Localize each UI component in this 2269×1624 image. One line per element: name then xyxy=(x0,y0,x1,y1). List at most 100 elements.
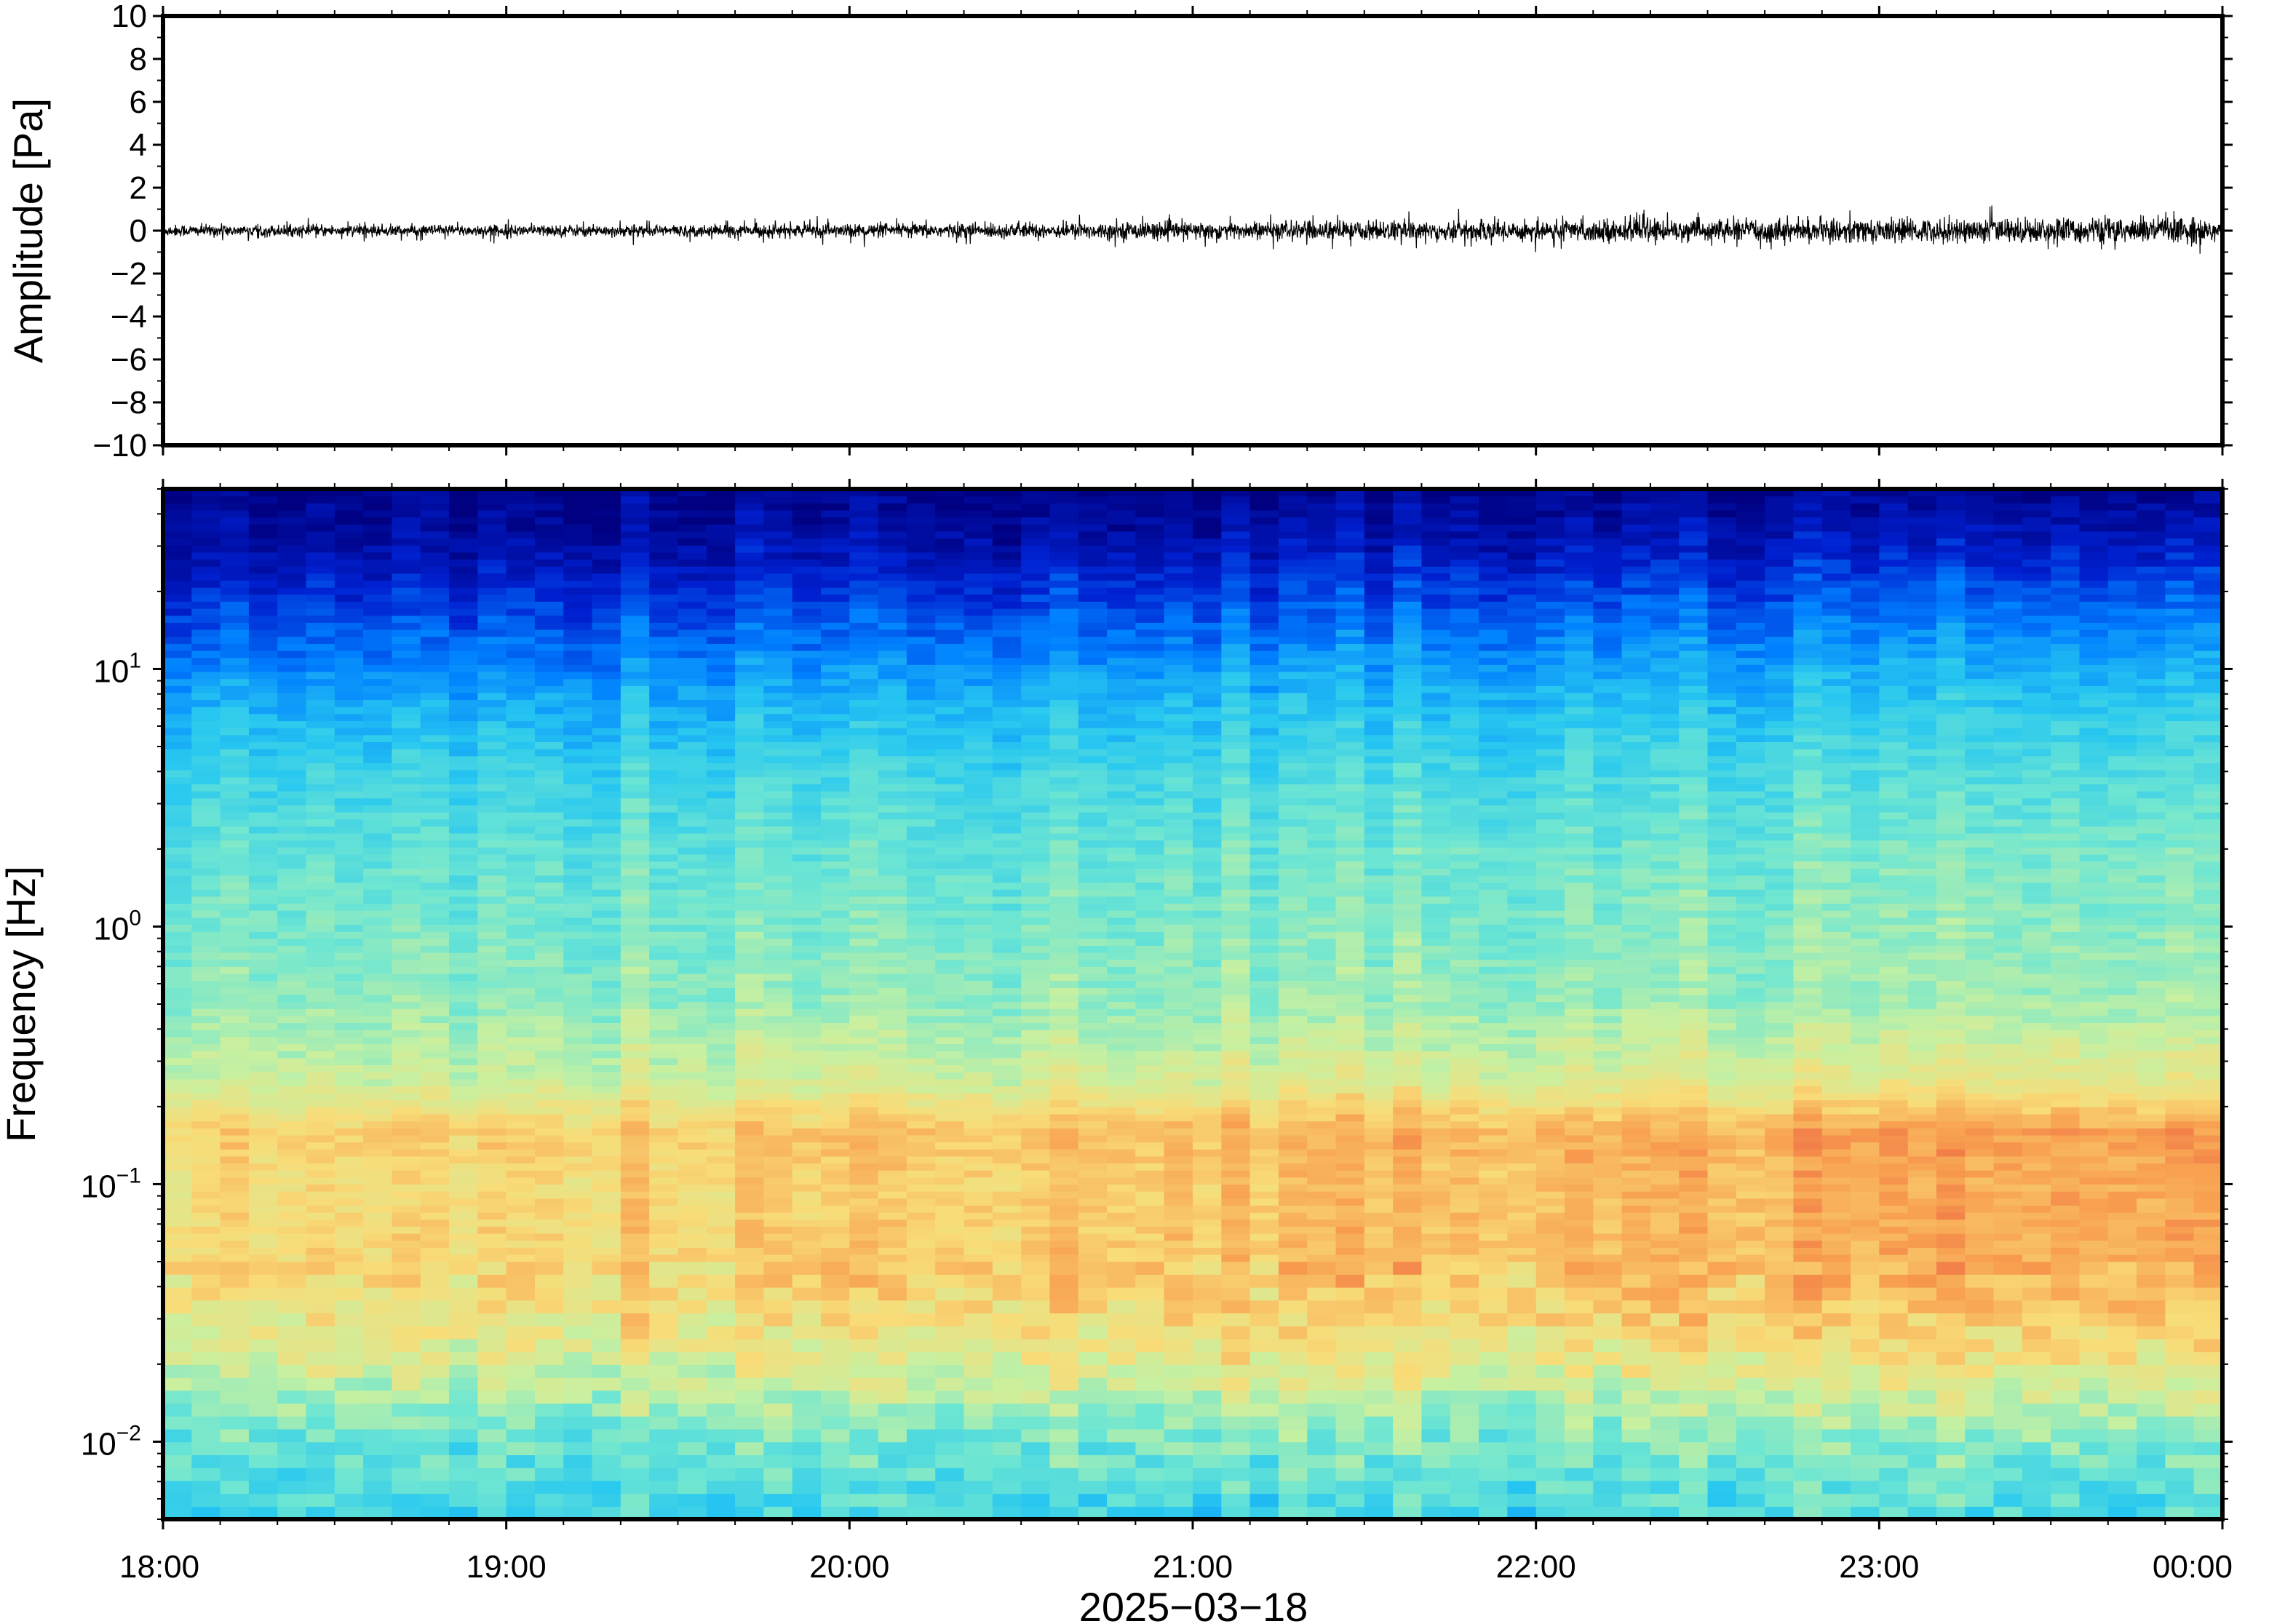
spectrogram-cell xyxy=(677,784,707,792)
spectrogram-cell xyxy=(1021,924,1051,932)
spectrogram-cell xyxy=(1135,1093,1165,1101)
spectrogram-cell xyxy=(191,1022,221,1030)
spectrogram-cell xyxy=(706,1128,736,1136)
spectrogram-cell xyxy=(334,517,364,525)
spectrogram-cell xyxy=(477,728,507,736)
spectrogram-cell xyxy=(1221,1043,1251,1051)
spectrogram-cell xyxy=(1021,1468,1051,1481)
spectrogram-cell xyxy=(220,559,250,567)
spectrogram-cell xyxy=(878,770,907,778)
spectrogram-cell xyxy=(248,489,278,497)
spectrogram-cell xyxy=(248,861,278,869)
spectrogram-cell xyxy=(191,1468,221,1481)
spectrogram-cell xyxy=(992,861,1022,869)
spectrogram-cell xyxy=(649,832,679,841)
spectrogram-cell xyxy=(1107,1121,1136,1129)
spectrogram-cell xyxy=(1049,671,1079,680)
spectrogram-cell xyxy=(1164,1454,1193,1468)
spectrogram-cell xyxy=(906,1093,936,1101)
spectrogram-cell xyxy=(277,1107,307,1115)
spectrogram-cell xyxy=(1164,489,1193,497)
spectrogram-cell xyxy=(1135,952,1165,960)
spectrogram-cell xyxy=(735,1441,765,1456)
spectrogram-cell xyxy=(563,791,593,799)
spectrogram-cell xyxy=(506,994,536,1003)
spectrogram-cell xyxy=(1164,657,1193,665)
spectrogram-cell xyxy=(1049,1299,1079,1314)
spectrogram-cell xyxy=(992,1274,1022,1288)
spectrogram-cell xyxy=(420,840,450,848)
spectrogram-cell xyxy=(1221,1134,1251,1143)
spectrogram-cell xyxy=(220,966,250,974)
spectrogram-cell xyxy=(248,643,278,651)
spectrogram-cell xyxy=(649,1390,679,1404)
spectrogram-cell xyxy=(277,1351,307,1365)
spectrogram-cell xyxy=(735,615,765,623)
spectrogram-cell xyxy=(649,552,679,560)
spectrogram-cell xyxy=(849,1441,879,1456)
spectrogram-cell xyxy=(506,811,536,820)
spectrogram-cell xyxy=(1049,896,1079,904)
spectrogram-cell xyxy=(449,889,478,897)
spectrogram-cell xyxy=(392,1072,421,1080)
spectrogram-cell xyxy=(334,489,364,497)
spectrogram-cell xyxy=(420,832,450,841)
spectrogram-cell xyxy=(1107,749,1136,757)
spectrogram-cell xyxy=(620,938,650,946)
spectrogram-cell xyxy=(1164,601,1193,609)
spectrogram-cell xyxy=(677,1428,707,1443)
spectrogram-cell xyxy=(763,657,793,665)
spectrogram-cell xyxy=(220,791,250,799)
spectrogram-cell xyxy=(306,861,335,869)
spectrogram-cell xyxy=(248,1247,278,1255)
spectrogram-cell xyxy=(849,1506,879,1520)
spectrogram-cell xyxy=(592,524,621,532)
spectrogram-cell xyxy=(963,1390,993,1404)
spectrogram-cell xyxy=(1049,678,1079,686)
spectrogram-cell xyxy=(735,1008,765,1016)
spectrogram-cell xyxy=(563,1299,593,1314)
spectrogram-cell xyxy=(706,566,736,574)
spectrogram-cell xyxy=(592,650,621,658)
spectrogram-cell xyxy=(477,861,507,869)
spectrogram-cell xyxy=(1193,650,1222,658)
spectrogram-cell xyxy=(649,1170,679,1178)
spectrogram-cell xyxy=(763,749,793,757)
spectrogram-cell xyxy=(1135,1163,1165,1171)
spectrogram-cell xyxy=(1193,503,1222,511)
spectrogram-cell xyxy=(363,1338,393,1353)
spectrogram-cell xyxy=(649,530,679,539)
spectrogram-cell xyxy=(592,1287,621,1301)
spectrogram-cell xyxy=(1078,636,1108,644)
spectrogram-cell xyxy=(563,1338,593,1353)
spectrogram-cell xyxy=(277,692,307,701)
spectrogram-cell xyxy=(392,875,421,883)
spectrogram-cell xyxy=(392,1299,421,1314)
spectrogram-cell xyxy=(506,517,536,525)
spectrogram-cell xyxy=(534,1057,564,1065)
spectrogram-cell xyxy=(1049,601,1079,609)
spectrogram-cell xyxy=(849,1128,879,1136)
spectrogram-cell xyxy=(563,1313,593,1326)
spectrogram-cell xyxy=(534,552,564,560)
spectrogram-cell xyxy=(792,811,822,820)
spectrogram-cell xyxy=(792,1191,822,1199)
spectrogram-cell xyxy=(306,1493,335,1507)
spectrogram-cell xyxy=(1021,587,1051,595)
spectrogram-cell xyxy=(1135,643,1165,651)
spectrogram-cell xyxy=(735,1287,765,1301)
spectrogram-cell xyxy=(477,1107,507,1115)
spectrogram-cell xyxy=(420,524,450,532)
spectrogram-cell xyxy=(1049,853,1079,862)
spectrogram-cell xyxy=(163,889,192,897)
spectrogram-cell xyxy=(1164,587,1193,595)
spectrogram-cell xyxy=(1107,931,1136,939)
spectrogram-cell xyxy=(792,706,822,715)
spectrogram-cell xyxy=(363,1416,393,1430)
spectrogram-cell xyxy=(992,903,1022,911)
spectrogram-cell xyxy=(821,980,850,988)
spectrogram-cell xyxy=(992,819,1022,827)
spectrogram-cell xyxy=(1135,1212,1165,1220)
spectrogram-cell xyxy=(992,587,1022,595)
spectrogram-cell xyxy=(163,847,192,855)
